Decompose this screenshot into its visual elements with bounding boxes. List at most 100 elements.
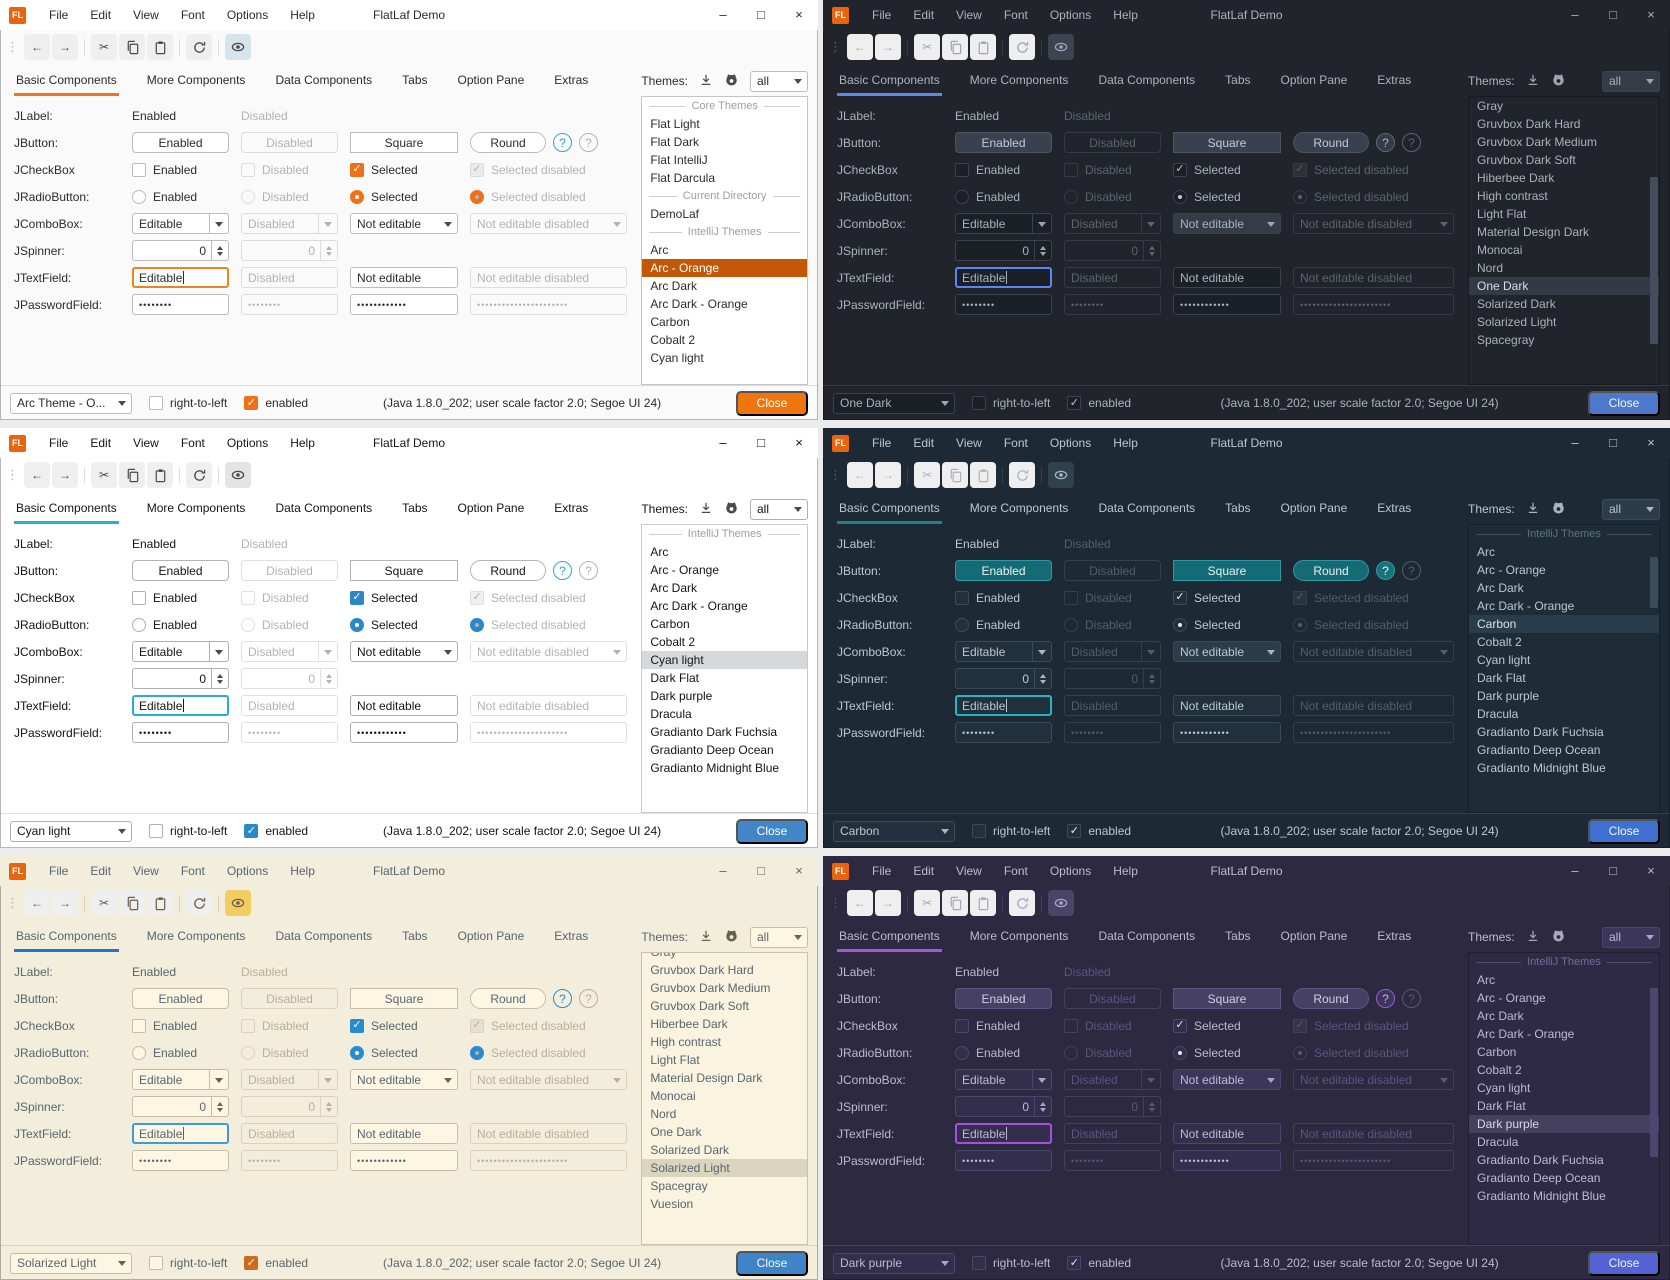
spinner-arrows[interactable] [211,1097,228,1116]
minimize-button[interactable]: – [1571,435,1579,450]
enabled-button[interactable]: Enabled [955,988,1052,1009]
theme-list-item[interactable]: Carbon [1477,1045,1517,1059]
minimize-button[interactable]: – [719,863,727,878]
theme-list-item[interactable]: Carbon [650,617,690,631]
download-icon[interactable] [699,929,713,946]
spinner-arrows[interactable] [1034,1097,1051,1116]
tab-option-pane[interactable]: Option Pane [457,72,525,87]
forward-arrow-icon[interactable]: → [875,34,901,60]
checkbox-enabled-checkbox[interactable]: ✓ [955,162,969,177]
theme-list-item[interactable]: Cyan light [642,651,807,669]
cut-icon[interactable]: ✂ [91,34,117,60]
menu-item-help[interactable]: Help [1113,864,1138,878]
toolbar-grip-icon[interactable]: ⋮ [829,39,842,54]
theme-list-item[interactable]: Arc [1477,973,1495,987]
menu-item-file[interactable]: File [49,864,69,878]
menu-item-edit[interactable]: Edit [913,864,935,878]
theme-list-item[interactable]: Spacegray [1477,333,1535,347]
theme-list[interactable]: IntelliJ Themes Arc Arc - Orange Arc Dark Ar… [641,524,808,813]
cut-icon[interactable]: ✂ [914,890,940,916]
right-to-left-checkbox[interactable] [149,824,163,838]
radio-selected-radio[interactable] [350,617,364,632]
textfield-not-editable[interactable]: Not editable [1173,695,1281,716]
theme-list-item[interactable]: Hiberbee Dark [1477,171,1555,185]
theme-list-item[interactable]: Gradianto Midnight Blue [1477,1189,1606,1203]
close-button[interactable]: Close [736,818,808,844]
theme-list-item[interactable]: Gray [650,952,677,959]
theme-list-item[interactable]: Cyan light [1477,653,1531,667]
textfield-editable[interactable]: Editable [955,695,1052,716]
refresh-icon[interactable] [186,34,212,60]
github-icon[interactable] [724,500,739,518]
theme-list-item[interactable]: Cobalt 2 [1477,1063,1522,1077]
tab-data-components[interactable]: Data Components [275,72,373,87]
theme-selector-combo[interactable]: Arc Theme - O... [10,392,132,414]
minimize-button[interactable]: – [1571,863,1579,878]
theme-list-item[interactable]: Gradianto Midnight Blue [1477,761,1606,775]
spinner-up-icon[interactable] [217,1101,223,1106]
right-to-left-checkbox[interactable] [972,824,986,838]
menu-item-view[interactable]: View [133,436,159,450]
theme-list-item[interactable]: Arc [650,243,669,257]
tab-extras[interactable]: Extras [554,72,589,87]
round-button[interactable]: Round [470,988,546,1009]
download-icon[interactable] [1526,929,1540,946]
spinner-up-icon[interactable] [217,673,223,678]
theme-list-item[interactable]: Gradianto Deep Ocean [1477,743,1601,757]
theme-filter-combo[interactable]: all [1602,926,1660,948]
menu-item-view[interactable]: View [133,8,159,22]
menu-item-file[interactable]: File [49,436,69,450]
menu-item-edit[interactable]: Edit [913,436,935,450]
theme-selector-combo[interactable]: Dark purple [833,1252,955,1274]
paste-icon[interactable] [147,890,173,916]
enabled-button[interactable]: Enabled [132,988,229,1009]
menu-item-font[interactable]: Font [180,864,205,878]
help-button[interactable]: ? [1376,989,1395,1008]
theme-list-item[interactable]: Arc Dark - Orange [650,297,748,311]
theme-list-item[interactable]: Arc Dark - Orange [1477,599,1575,613]
refresh-icon[interactable] [1009,462,1035,488]
spinner-arrows[interactable] [211,241,228,260]
square-button[interactable]: Square [350,132,458,153]
tab-data-components[interactable]: Data Components [1098,928,1196,943]
combobox-not-editable-disabled[interactable]: Not editable disabled [470,1069,628,1090]
menu-item-edit[interactable]: Edit [90,436,112,450]
download-icon[interactable] [699,501,713,518]
toolbar-grip-icon[interactable]: ⋮ [829,895,842,910]
textfield-editable[interactable]: Editable [955,267,1052,288]
right-to-left-checkbox[interactable] [149,396,163,410]
combobox-editable[interactable]: Editable [132,213,229,234]
right-to-left-checkbox[interactable] [972,396,986,410]
back-arrow-icon[interactable]: ← [24,890,50,916]
checkbox-enabled-checkbox[interactable]: ✓ [132,1018,146,1033]
combobox-not-editable[interactable]: Not editable [350,641,458,662]
forward-arrow-icon[interactable]: → [875,462,901,488]
theme-list-item[interactable]: Arc [650,545,669,559]
refresh-icon[interactable] [1009,34,1035,60]
passwordfield-not-editable[interactable]: •••••••••••• [350,722,458,743]
spinner[interactable]: 0 [132,1096,229,1117]
right-to-left-checkbox[interactable] [972,1256,986,1270]
round-button[interactable]: Round [1293,560,1369,581]
copy-icon[interactable] [942,462,968,488]
radio-enabled-radio[interactable] [132,1045,146,1060]
theme-list-item[interactable]: Arc - Orange [650,563,720,577]
combobox-not-editable-disabled[interactable]: Not editable disabled [1293,1069,1454,1090]
menu-item-view[interactable]: View [956,864,982,878]
theme-list-item[interactable]: Arc Dark [1477,581,1524,595]
theme-list-item[interactable]: Arc Dark - Orange [1477,1027,1575,1041]
back-arrow-icon[interactable]: ← [847,890,873,916]
tab-more-components[interactable]: More Components [969,72,1069,87]
copy-icon[interactable] [119,890,145,916]
theme-list-item[interactable]: Gradianto Dark Fuchsia [1477,1153,1604,1167]
enabled-checkbox[interactable]: ✓ [244,1256,259,1270]
radio-selected-radio[interactable] [1173,1045,1187,1060]
checkbox-selected-checkbox[interactable]: ✓ [350,590,364,605]
theme-list-item[interactable]: Arc [1477,545,1495,559]
square-button[interactable]: Square [350,988,458,1009]
combobox-editable[interactable]: Editable [132,641,229,662]
close-button[interactable]: × [795,7,803,22]
menu-item-file[interactable]: File [49,8,69,22]
tab-tabs[interactable]: Tabs [402,72,428,87]
theme-list-item[interactable]: Dark Flat [1477,1099,1526,1113]
